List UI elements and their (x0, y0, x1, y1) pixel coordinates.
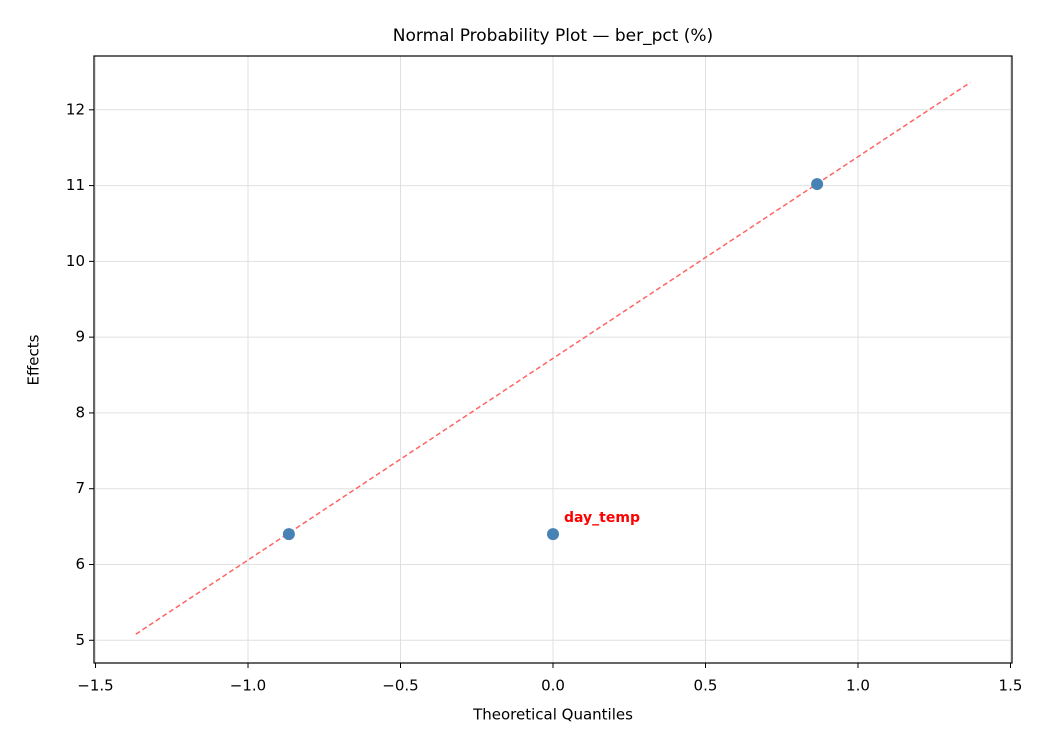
data-point (547, 528, 559, 541)
x-tick-label: −1.0 (230, 677, 266, 695)
y-tick-label: 11 (66, 176, 85, 194)
y-tick-label: 5 (75, 631, 85, 649)
y-tick-label: 6 (75, 555, 85, 573)
x-tick-label: 0.0 (541, 677, 565, 695)
chart-title: Normal Probability Plot — ber_pct (%) (393, 26, 713, 46)
x-tick-label: −0.5 (382, 677, 418, 695)
x-tick-label: 0.5 (694, 677, 718, 695)
data-point (811, 178, 824, 191)
y-tick-label: 8 (75, 403, 85, 421)
plot-frame (93, 55, 1013, 664)
x-axis-label: Theoretical Quantiles (472, 706, 633, 724)
data-point (282, 528, 295, 541)
x-tick-label: 1.0 (846, 677, 870, 695)
x-tick-label: 1.5 (999, 677, 1023, 695)
reference-line (135, 81, 971, 635)
y-tick-label: 12 (66, 100, 85, 118)
y-tick-label: 10 (66, 252, 85, 270)
point-label: day_temp (564, 510, 640, 526)
x-tick-label: −1.5 (77, 677, 113, 695)
y-axis-label: Effects (25, 334, 43, 385)
y-tick-label: 9 (75, 328, 85, 346)
y-tick-label: 7 (75, 479, 85, 497)
